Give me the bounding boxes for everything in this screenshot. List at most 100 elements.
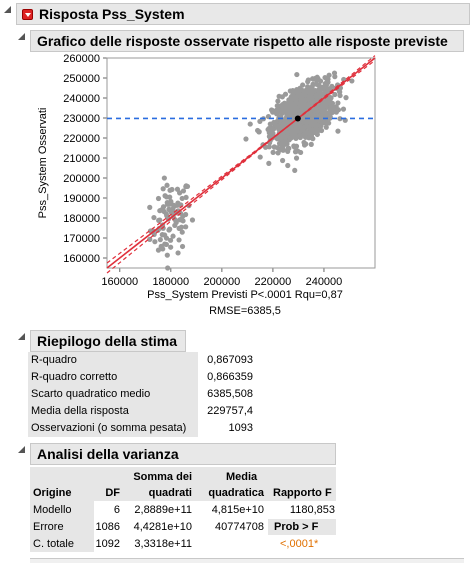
data-point [287,135,293,142]
anova-df: 1092 [95,538,120,550]
data-point [324,79,330,85]
data-point [312,126,318,133]
data-point [322,74,328,81]
data-point [304,88,310,95]
data-point [163,211,169,217]
fit-line [106,57,376,269]
report-title: Risposta Pss_System [39,6,185,22]
anova-ss: 3,3318e+11 [134,538,192,550]
data-point [275,98,281,104]
data-point [314,108,320,115]
data-point [179,195,185,202]
data-point [311,88,318,94]
summary-label: R-quadro [28,352,198,369]
actual-by-predicted-plot: 160000 170000 180000 190000 200000 210000 2200… [37,53,376,288]
data-point [313,77,319,83]
data-point [162,193,168,199]
data-point [175,200,181,206]
data-point [318,123,324,129]
data-point [173,219,179,226]
data-point [331,70,338,76]
data-point [274,111,280,117]
data-point [285,162,291,169]
data-point [255,127,261,134]
anova-origine: Modello [33,504,72,516]
data-point [320,103,326,110]
data-point [164,182,170,188]
summary-label: R-quadro corretto [28,369,198,386]
anova-header-ms-bottom: quadratica [208,487,264,499]
data-point [152,239,158,245]
data-point [179,243,186,250]
anova-header-ss-bottom: quadrati [148,487,192,499]
data-point [147,236,153,242]
x-tick-label: 160000 [101,276,138,288]
data-point [270,109,276,115]
anova-header-origine: Origine [33,487,72,499]
anova-prob-value: <,0001* [280,538,319,550]
data-point [160,186,166,192]
data-point [183,183,189,189]
data-point [271,144,277,150]
data-point [292,128,299,134]
data-point [276,134,282,140]
data-point [337,89,343,95]
data-point [161,175,167,181]
data-point [279,103,286,110]
data-point [155,247,162,253]
data-point [167,207,173,213]
collapse-triangle-icon[interactable] [18,333,25,340]
data-point [168,244,174,250]
data-point [177,190,183,196]
data-point [266,133,273,140]
plot-section-title: Grafico delle risposte osservate rispett… [37,33,448,49]
data-point [299,127,306,133]
y-tick-label: 160000 [63,253,100,265]
data-point [327,114,333,120]
data-point [176,237,182,243]
data-point [257,154,263,160]
collapse-triangle-icon[interactable] [18,33,25,40]
data-point [277,147,283,153]
summary-label: Scarto quadratico medio [28,386,198,403]
data-point [323,124,329,130]
data-point [294,87,300,93]
anova-df: 6 [113,504,120,516]
anova-header-shade [30,467,336,501]
y-tick-label: 220000 [63,133,100,145]
summary-value: 229757,4 [207,405,253,417]
data-point [296,121,302,128]
data-point [293,95,299,101]
data-point [287,104,293,110]
data-point [158,243,164,249]
y-tick-label: 190000 [63,193,100,205]
summary-value: 0,866359 [207,371,253,383]
data-point [315,93,321,99]
data-point [163,241,169,248]
anova-df: 1086 [95,521,120,533]
data-point [283,120,289,127]
data-point [270,149,276,155]
x-tick-label: 180000 [152,276,189,288]
data-point [167,201,173,207]
summary-value: 1093 [228,422,253,434]
centroid-point [294,115,301,122]
summary-value: 6385,508 [207,388,253,400]
summary-section-title: Riepilogo della stima [37,333,178,349]
data-point [180,188,187,194]
confidence-band-upper [106,55,376,274]
collapse-triangle-icon[interactable] [18,446,25,453]
data-point [178,224,185,230]
x-tick-label: 240000 [306,276,343,288]
anova-f: 1180,853 [289,504,335,516]
collapse-triangle-icon[interactable] [4,6,11,13]
data-point [189,217,196,223]
data-point [165,265,171,271]
data-point [302,98,308,104]
report-header: Risposta Pss_System [16,3,470,25]
data-point [167,226,173,232]
y-tick-label: 180000 [63,213,100,225]
red-triangle-menu-icon[interactable] [22,9,33,20]
data-point [309,83,315,90]
data-point [156,217,162,224]
